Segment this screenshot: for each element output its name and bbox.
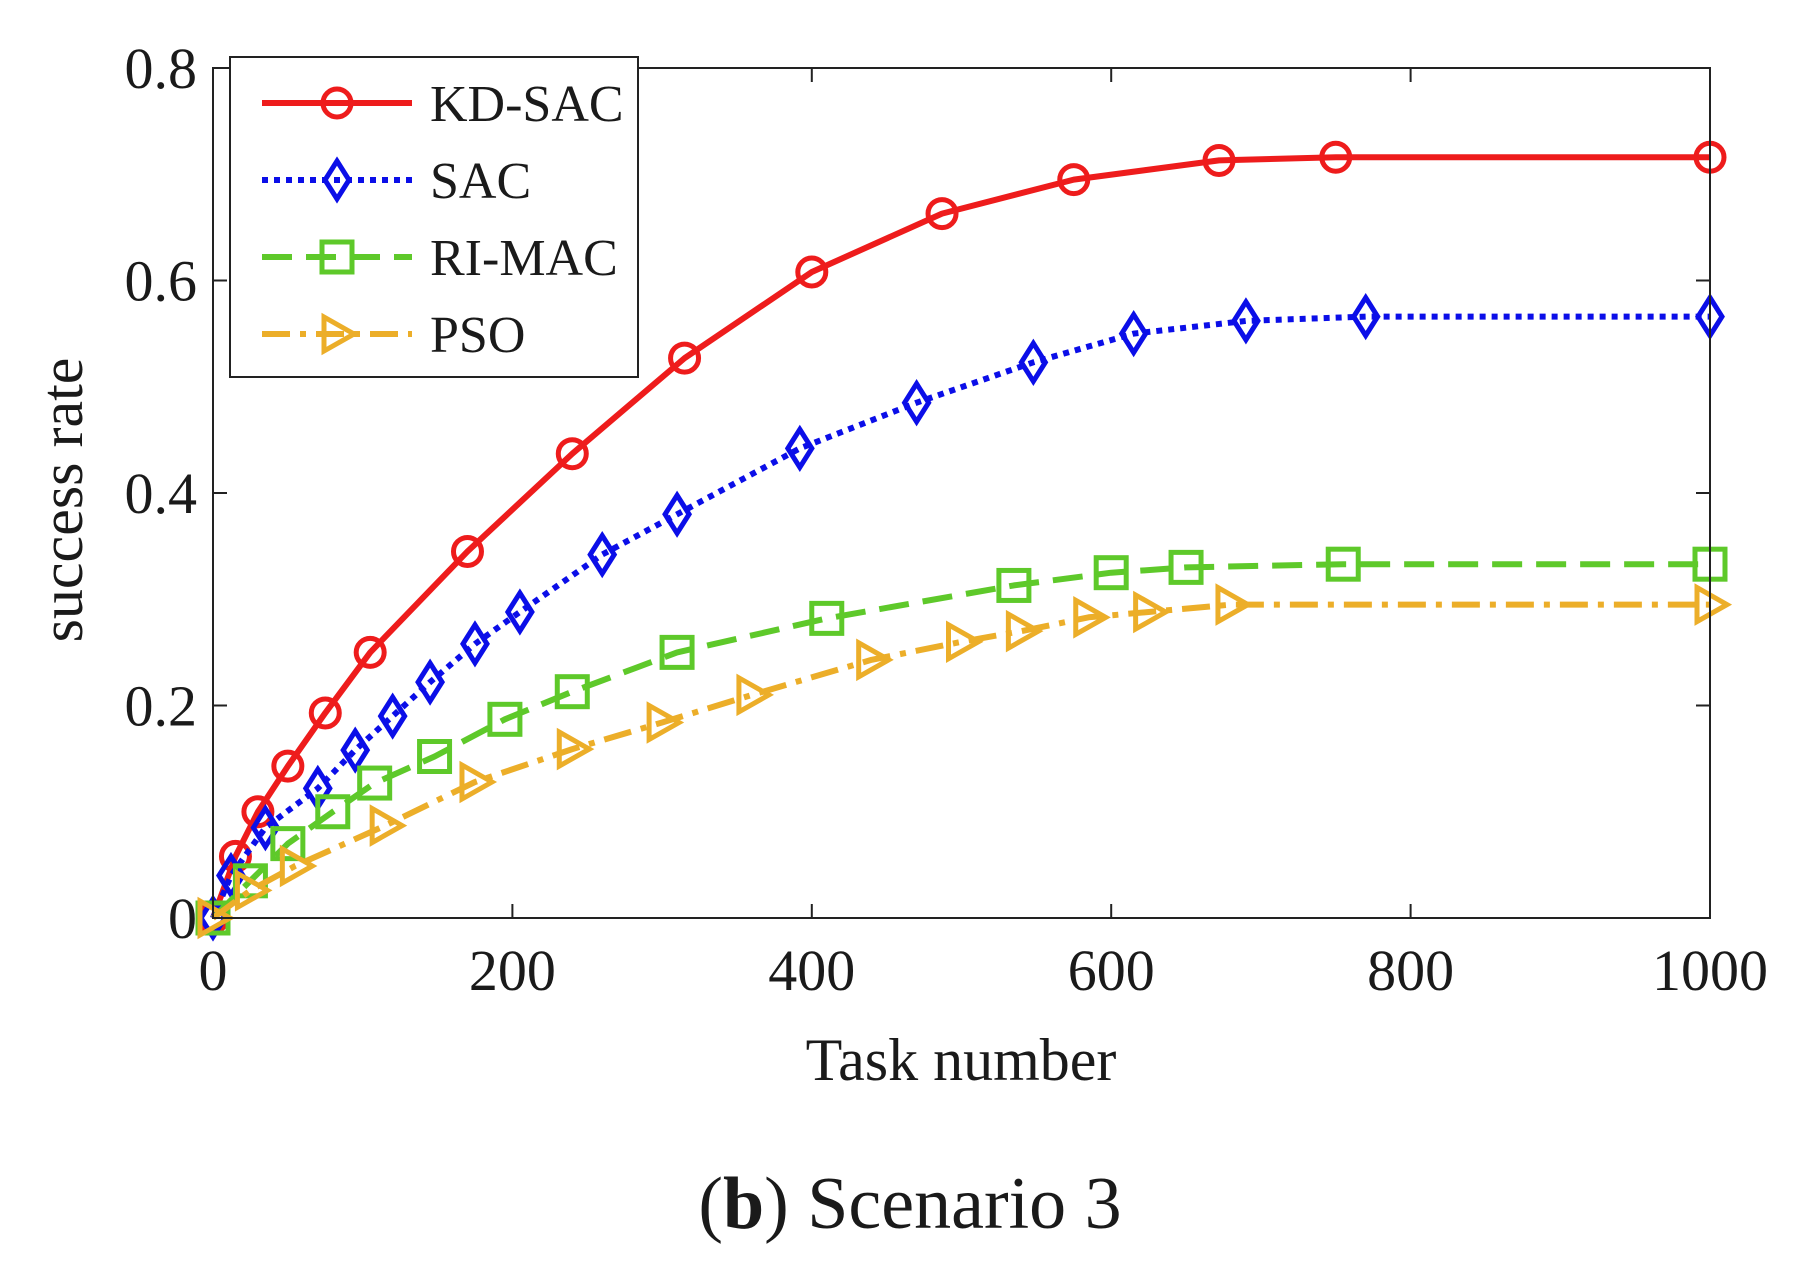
legend-marker-pso — [321, 312, 360, 356]
series-ri-mac — [195, 546, 1728, 936]
data-point-pso — [459, 760, 498, 804]
y-tick-label: 0 — [168, 886, 197, 951]
data-point-pso — [279, 844, 318, 888]
y-tick-label: 0.6 — [125, 249, 198, 314]
data-point-pso — [1005, 609, 1044, 653]
x-tick-label: 600 — [1068, 938, 1155, 1003]
data-point-ri-mac — [996, 567, 1032, 603]
legend-entry-sac: SAC — [262, 153, 531, 210]
data-point-sac — [662, 490, 693, 538]
data-point-kd-sac — [450, 534, 484, 568]
data-point-kd-sac — [555, 437, 589, 471]
figure-caption: (b) Scenario 3 — [698, 1163, 1121, 1245]
data-point-sac — [587, 530, 618, 579]
legend-label-kd-sac: KD-SAC — [430, 76, 624, 133]
series-line-kd-sac — [210, 154, 1710, 920]
data-point-ri-mac — [659, 634, 695, 670]
data-point-pso — [556, 727, 595, 771]
y-tick-label: 0.2 — [125, 674, 198, 739]
data-point-pso — [234, 869, 273, 912]
data-point-pso — [946, 620, 984, 664]
data-point-pso — [369, 804, 408, 847]
series-line-pso — [211, 601, 1710, 921]
data-point-ri-mac — [1093, 555, 1129, 591]
data-point-kd-sac — [925, 197, 959, 231]
legend-label-sac: SAC — [430, 153, 531, 210]
data-point-kd-sac — [668, 341, 702, 375]
caption-close-paren: ) — [764, 1163, 807, 1245]
data-point-ri-mac — [487, 701, 523, 737]
legend-marker-sac — [322, 156, 352, 204]
data-point-kd-sac — [241, 795, 275, 829]
caption-text: Scenario 3 — [807, 1163, 1121, 1245]
data-point-kd-sac — [1057, 163, 1091, 197]
x-tick-label: 400 — [768, 938, 855, 1003]
data-point-ri-mac — [554, 674, 590, 710]
series-line-ri-mac — [210, 561, 1710, 921]
data-point-sac — [1350, 292, 1381, 341]
x-tick-label: 0 — [199, 938, 228, 1003]
legend-marker-ri-mac — [319, 239, 355, 275]
x-tick-label: 800 — [1367, 938, 1454, 1003]
y-axis-label: success rate — [29, 358, 95, 643]
data-point-ri-mac — [1168, 549, 1204, 585]
data-point-kd-sac — [271, 749, 305, 783]
data-point-kd-sac — [308, 696, 342, 730]
data-point-ri-mac — [315, 794, 351, 830]
data-point-sac — [784, 424, 815, 473]
y-tick-label: 0.4 — [125, 461, 198, 526]
data-point-pso — [1694, 583, 1733, 626]
data-point-pso — [856, 638, 894, 682]
data-point-sac — [1118, 309, 1149, 358]
y-tick-label: 0.8 — [125, 36, 198, 101]
series-pso — [197, 583, 1733, 940]
data-point-sac — [901, 379, 932, 427]
data-point-sac — [377, 692, 408, 740]
data-point-pso — [1215, 583, 1254, 626]
axis-ticks: 0 200 400 600 800 1000 0 0.2 0.4 0.6 0.8 — [125, 36, 1769, 1003]
series-sac — [198, 292, 1725, 942]
data-point-pso — [646, 701, 685, 744]
data-point-sac — [415, 658, 446, 706]
data-point-ri-mac — [270, 826, 306, 862]
data-point-kd-sac — [795, 255, 829, 289]
data-point-sac — [250, 804, 281, 852]
data-point-ri-mac — [357, 765, 393, 801]
data-point-pso — [1073, 596, 1111, 639]
data-point-ri-mac — [417, 739, 453, 774]
legend-label-pso: PSO — [430, 307, 525, 364]
caption-open-paren: ( — [698, 1163, 723, 1245]
data-point-ri-mac — [1325, 546, 1361, 582]
legend-entry-ri-mac: RI-MAC — [262, 230, 618, 287]
series-kd-sac — [196, 140, 1727, 935]
data-point-kd-sac — [1202, 143, 1236, 177]
x-tick-label: 200 — [469, 938, 556, 1003]
legend-box — [229, 56, 639, 378]
series-line-sac — [210, 313, 1710, 920]
data-point-sac — [340, 726, 371, 774]
legend: KD-SAC SAC RI-MAC PSO — [229, 56, 639, 378]
data-point-pso — [736, 673, 774, 717]
data-point-sac — [504, 588, 535, 636]
legend-entry-kd-sac: KD-SAC — [262, 76, 624, 133]
data-point-ri-mac — [809, 600, 845, 636]
x-axis-label: Task number — [806, 1027, 1117, 1093]
legend-entry-pso: PSO — [262, 307, 525, 364]
data-point-kd-sac — [1319, 140, 1353, 174]
data-point-pso — [1133, 590, 1171, 634]
caption-label: b — [723, 1163, 764, 1245]
data-point-kd-sac — [353, 635, 387, 669]
legend-label-ri-mac: RI-MAC — [430, 230, 618, 287]
legend-marker-kd-sac — [320, 86, 354, 120]
data-point-sac — [1230, 297, 1261, 345]
data-point-sac — [1018, 338, 1049, 386]
data-point-pso — [197, 896, 236, 940]
x-tick-label: 1000 — [1652, 938, 1768, 1003]
data-point-sac — [216, 851, 246, 900]
data-point-sac — [460, 620, 490, 668]
